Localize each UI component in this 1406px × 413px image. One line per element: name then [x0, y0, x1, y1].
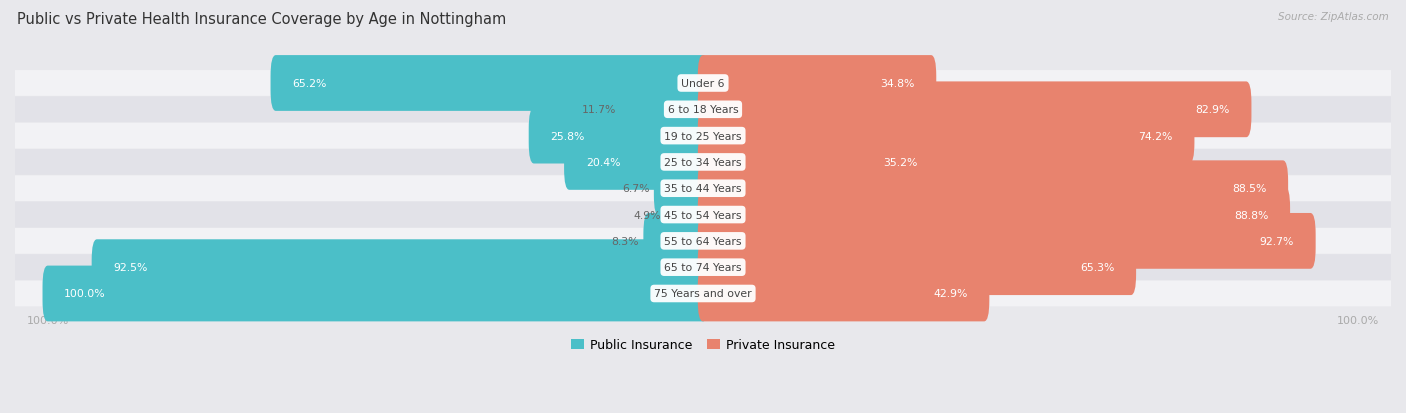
FancyBboxPatch shape [697, 187, 1291, 243]
FancyBboxPatch shape [15, 176, 1391, 202]
FancyBboxPatch shape [697, 266, 990, 322]
Text: 55 to 64 Years: 55 to 64 Years [664, 236, 742, 246]
FancyBboxPatch shape [15, 228, 1391, 254]
Text: Under 6: Under 6 [682, 79, 724, 89]
FancyBboxPatch shape [15, 202, 1391, 228]
Legend: Public Insurance, Private Insurance: Public Insurance, Private Insurance [567, 333, 839, 356]
Text: 19 to 25 Years: 19 to 25 Years [664, 131, 742, 141]
FancyBboxPatch shape [697, 82, 1251, 138]
Text: 74.2%: 74.2% [1139, 131, 1173, 141]
FancyBboxPatch shape [15, 97, 1391, 123]
FancyBboxPatch shape [42, 266, 709, 322]
Text: 35.2%: 35.2% [883, 157, 917, 168]
FancyBboxPatch shape [621, 82, 709, 138]
FancyBboxPatch shape [654, 161, 709, 216]
FancyBboxPatch shape [15, 281, 1391, 306]
Text: 88.5%: 88.5% [1232, 184, 1267, 194]
FancyBboxPatch shape [15, 150, 1391, 176]
FancyBboxPatch shape [697, 161, 1288, 216]
FancyBboxPatch shape [91, 240, 709, 295]
FancyBboxPatch shape [15, 71, 1391, 97]
Text: 6 to 18 Years: 6 to 18 Years [668, 105, 738, 115]
FancyBboxPatch shape [564, 135, 709, 190]
Text: 100.0%: 100.0% [65, 289, 105, 299]
Text: 75 Years and over: 75 Years and over [654, 289, 752, 299]
FancyBboxPatch shape [15, 123, 1391, 149]
Text: 88.8%: 88.8% [1234, 210, 1268, 220]
Text: 42.9%: 42.9% [934, 289, 967, 299]
Text: 11.7%: 11.7% [582, 105, 616, 115]
FancyBboxPatch shape [15, 255, 1391, 280]
Text: 92.5%: 92.5% [114, 263, 148, 273]
FancyBboxPatch shape [697, 240, 1136, 295]
FancyBboxPatch shape [697, 56, 936, 112]
Text: Source: ZipAtlas.com: Source: ZipAtlas.com [1278, 12, 1389, 22]
FancyBboxPatch shape [665, 187, 709, 243]
Text: 65.2%: 65.2% [292, 79, 326, 89]
Text: 65 to 74 Years: 65 to 74 Years [664, 263, 742, 273]
FancyBboxPatch shape [697, 214, 1316, 269]
Text: 92.7%: 92.7% [1260, 236, 1294, 246]
Text: 82.9%: 82.9% [1195, 105, 1230, 115]
Text: 8.3%: 8.3% [612, 236, 638, 246]
Text: 6.7%: 6.7% [621, 184, 650, 194]
FancyBboxPatch shape [529, 109, 709, 164]
Text: 35 to 44 Years: 35 to 44 Years [664, 184, 742, 194]
Text: 4.9%: 4.9% [634, 210, 661, 220]
Text: 45 to 54 Years: 45 to 54 Years [664, 210, 742, 220]
Text: Public vs Private Health Insurance Coverage by Age in Nottingham: Public vs Private Health Insurance Cover… [17, 12, 506, 27]
Text: 20.4%: 20.4% [586, 157, 620, 168]
Text: 34.8%: 34.8% [880, 79, 915, 89]
FancyBboxPatch shape [270, 56, 709, 112]
Text: 25.8%: 25.8% [550, 131, 585, 141]
Text: 25 to 34 Years: 25 to 34 Years [664, 157, 742, 168]
FancyBboxPatch shape [697, 109, 1195, 164]
Text: 65.3%: 65.3% [1080, 263, 1115, 273]
FancyBboxPatch shape [697, 135, 939, 190]
FancyBboxPatch shape [644, 214, 709, 269]
